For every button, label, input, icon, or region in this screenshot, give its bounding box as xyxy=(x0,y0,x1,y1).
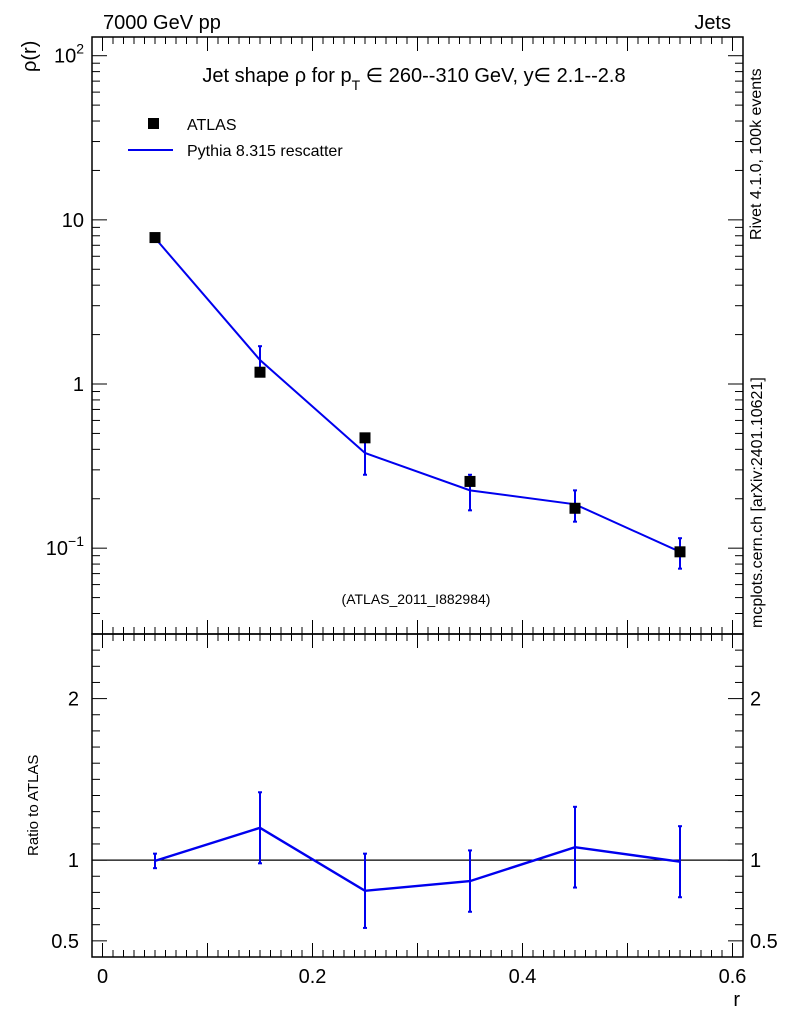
y-tick-label: 102 xyxy=(54,41,84,68)
title-prefix: Jet shape ρ for p xyxy=(202,65,351,87)
ratio-y-tick-label-right: 2 xyxy=(750,689,761,711)
y-axis-label: ρ(r) xyxy=(19,41,41,72)
ratio-line xyxy=(154,826,681,893)
ratio-series xyxy=(153,791,682,929)
ratio-y-axis-label: Ratio to ATLAS xyxy=(25,755,42,856)
mcplots-label: mcplots.cern.ch [arXiv:2401.10621] xyxy=(749,377,766,628)
ratio-y-tick-label-right: 0.5 xyxy=(750,931,778,953)
x-tick-label: 0.6 xyxy=(719,966,747,988)
ratio-y-tick-label-right: 1 xyxy=(750,850,761,872)
analysis-watermark: (ATLAS_2011_I882984) xyxy=(342,591,491,607)
title-suffix: ∈ 260--310 GeV, y∈ 2.1--2.8 xyxy=(360,65,625,87)
ratio-panel-frame xyxy=(91,633,744,958)
x-tick-label: 0.4 xyxy=(509,966,537,988)
x-axis-label: r xyxy=(733,989,740,1011)
data-point xyxy=(569,502,581,514)
ratio-y-tick-label: 2 xyxy=(68,689,79,711)
ratio-y-tick-label: 0.5 xyxy=(51,931,79,953)
header-right: Jets xyxy=(694,12,731,34)
data-series xyxy=(149,232,686,558)
title-subscript: T xyxy=(352,77,361,93)
data-point xyxy=(674,546,686,558)
main-ticks: 102 10 1 10−1 xyxy=(46,37,743,635)
legend-mc-label: Pythia 8.315 rescatter xyxy=(187,143,343,160)
y-tick-label: 1 xyxy=(73,374,84,396)
y-tick-label: 10−1 xyxy=(46,533,84,560)
y-tick-label: 10 xyxy=(62,210,84,232)
chart-title: Jet shape ρ for pT ∈ 260--310 GeV, y∈ 2.… xyxy=(202,65,625,93)
x-tick-label: 0.2 xyxy=(299,966,327,988)
legend-data-marker xyxy=(148,118,159,129)
data-point xyxy=(149,232,161,244)
mc-line xyxy=(154,237,681,553)
ratio-ticks: 2 2 1 1 0.5 0.5 0 0.2 0.4 0.6 xyxy=(51,633,778,988)
rivet-label: Rivet 4.1.0, 100k events xyxy=(748,68,765,240)
x-tick-label: 0 xyxy=(97,966,108,988)
mc-series xyxy=(153,234,682,570)
data-point xyxy=(359,432,371,444)
data-point xyxy=(464,475,476,487)
legend-data-label: ATLAS xyxy=(187,117,237,134)
data-point xyxy=(254,366,266,378)
header-left: 7000 GeV pp xyxy=(103,12,221,34)
ratio-y-tick-label: 1 xyxy=(68,850,79,872)
legend: ATLAS Pythia 8.315 rescatter xyxy=(128,117,343,160)
